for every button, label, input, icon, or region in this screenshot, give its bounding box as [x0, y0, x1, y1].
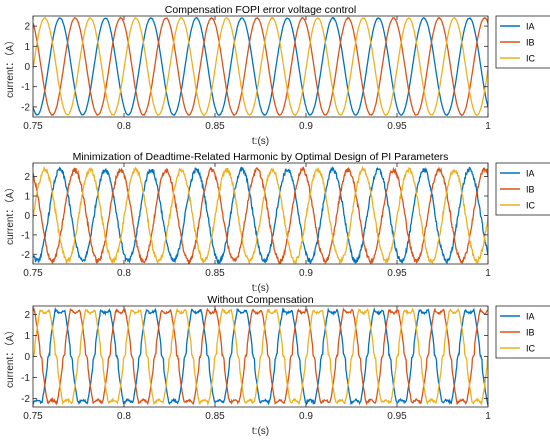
- series-line-ib: [33, 307, 488, 406]
- y-tick-label: -1: [21, 82, 30, 93]
- x-tick-label: 0.9: [299, 121, 313, 132]
- chart-panel-1: 0.75 0.8 0.85 0.9 0.95 1 -2 -1 0 1 2 Compensation F…: [4, 4, 550, 147]
- y-tick-label: 1: [24, 42, 30, 53]
- legend-label-ib: IB: [526, 38, 535, 48]
- x-tick-label: 0.85: [205, 411, 225, 422]
- x-tick-label: 0.75: [23, 411, 43, 422]
- legend-label-ia: IA: [526, 22, 535, 32]
- y-tick-label: 2: [24, 310, 30, 321]
- y-tick-label: 1: [24, 331, 30, 342]
- x-tick-label: 1: [485, 411, 491, 422]
- x-tick-label: 0.8: [117, 411, 131, 422]
- x-axis-label: t:(s): [252, 426, 269, 437]
- x-tick-label: 0.8: [117, 121, 131, 132]
- axes-box: [32, 162, 489, 265]
- legend-label-ia: IA: [526, 169, 535, 179]
- x-tick-label: 0.8: [117, 268, 131, 279]
- series-group: [33, 306, 488, 407]
- series-line-ic: [33, 307, 488, 407]
- y-tick-label: 0: [24, 352, 30, 363]
- legend-label-ia: IA: [526, 312, 535, 322]
- chart-panel-2: 0.75 0.8 0.85 0.9 0.95 1 -2 -1 0 1 2 Minimization o…: [4, 151, 550, 294]
- legend: IA IB IC: [495, 162, 550, 216]
- legend-label-ic: IC: [526, 201, 536, 211]
- y-tick-label: -2: [21, 250, 30, 261]
- y-tick-label: -1: [21, 230, 30, 241]
- y-tick-label: 0: [24, 211, 30, 222]
- x-tick-label: 0.95: [387, 411, 407, 422]
- x-tick-label: 1: [485, 268, 491, 279]
- legend: IA IB IC: [495, 305, 550, 359]
- series-line-ic: [33, 165, 488, 264]
- y-tick-label: 2: [24, 22, 30, 33]
- legend-label-ic: IC: [526, 344, 536, 354]
- x-tick-label: 0.85: [205, 121, 225, 132]
- legend-label-ib: IB: [526, 185, 535, 195]
- x-tick-label: 0.95: [387, 121, 407, 132]
- y-axis-label: current：（A）: [4, 35, 16, 98]
- x-tick-label: 0.75: [23, 121, 43, 132]
- y-tick-label: -2: [21, 102, 30, 113]
- series-group: [33, 165, 488, 264]
- x-axis-label: t:(s): [252, 136, 269, 147]
- y-tick-label: -1: [21, 373, 30, 384]
- series-group: [33, 16, 488, 117]
- series-line-ia: [33, 166, 488, 264]
- x-tick-label: 0.85: [205, 268, 225, 279]
- legend-label-ib: IB: [526, 328, 535, 338]
- x-tick-label: 0.9: [299, 268, 313, 279]
- x-tick-label: 0.9: [299, 411, 313, 422]
- chart-title: Minimization of Deadtime-Related Harmoni…: [73, 151, 449, 163]
- series-line-ib: [33, 165, 488, 264]
- chart-title: Without Compensation: [207, 294, 313, 306]
- x-axis-label: t:(s): [252, 283, 269, 294]
- y-tick-label: -2: [21, 394, 30, 405]
- y-tick-label: 0: [24, 62, 30, 73]
- y-tick-label: 1: [24, 192, 30, 203]
- series-line-ic: [33, 16, 488, 117]
- legend: IA IB IC: [495, 15, 550, 69]
- chart-title: Compensation FOPI error voltage control: [165, 4, 356, 16]
- y-axis-label: current：（A）: [4, 182, 16, 245]
- x-tick-label: 0.95: [387, 268, 407, 279]
- legend-label-ic: IC: [526, 54, 536, 64]
- x-tick-label: 1: [485, 121, 491, 132]
- y-tick-label: 2: [24, 172, 30, 183]
- y-axis-label: current：（A）: [4, 325, 16, 388]
- series-line-ib: [33, 16, 488, 117]
- series-line-ia: [33, 306, 488, 406]
- chart-panel-3: 0.75 0.8 0.85 0.9 0.95 1 -2 -1 0 1 2 Without Compen…: [4, 294, 550, 437]
- x-tick-label: 0.75: [23, 268, 43, 279]
- series-line-ia: [33, 16, 488, 117]
